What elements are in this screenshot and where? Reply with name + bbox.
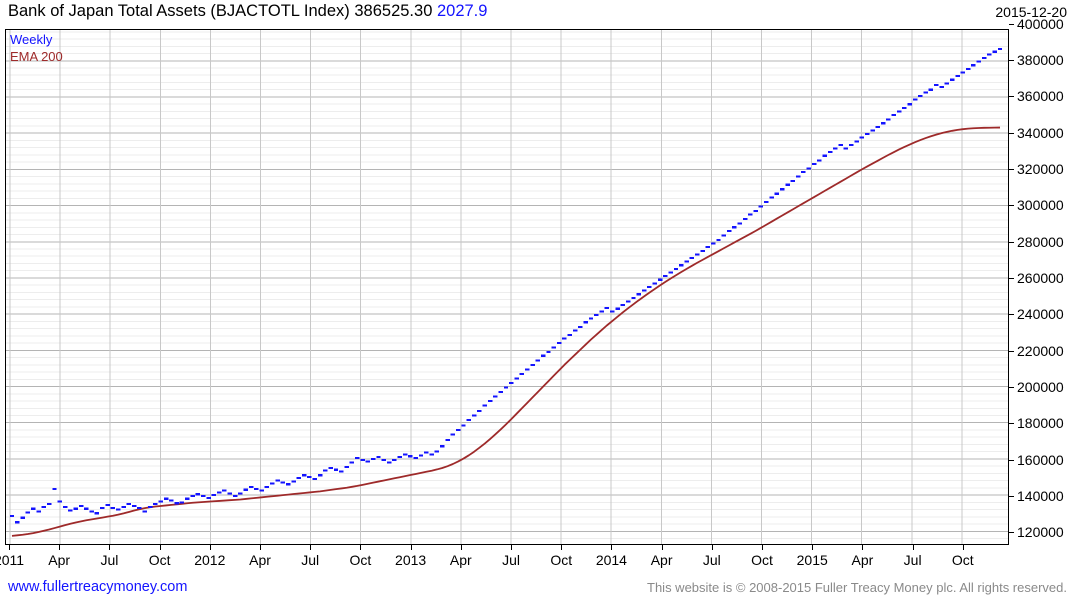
x-axis-tick-mark <box>460 545 462 550</box>
x-axis: 2011 Apr Jul Oct 2012 Apr Jul Oct 2013 Apr Jul Oct 2… <box>0 545 1009 571</box>
x-axis-tick-mark <box>912 545 914 550</box>
y-axis-tick-mark <box>1009 132 1014 134</box>
y-axis-tick-label: 240000 <box>1017 306 1064 323</box>
x-axis-tick-label: Jul <box>702 552 721 568</box>
y-axis-tick-mark <box>1009 96 1014 98</box>
y-axis-tick-label: 400000 <box>1017 15 1064 32</box>
x-axis-tick-label: Apr <box>650 552 673 568</box>
x-axis-tick-mark <box>661 545 663 550</box>
x-axis-tick-mark <box>410 545 412 550</box>
x-axis-tick-mark <box>962 545 964 550</box>
x-axis-tick-mark <box>360 545 362 550</box>
instrument-name: Bank of Japan Total Assets (BJACTOTL Ind… <box>8 2 350 20</box>
x-axis-tick-label: Oct <box>550 552 573 568</box>
x-axis-tick-label: Apr <box>249 552 271 568</box>
y-axis-tick-mark <box>1009 59 1014 61</box>
x-axis-tick-mark <box>711 545 713 550</box>
chart-header: Bank of Japan Total Assets (BJACTOTL Ind… <box>0 0 1075 24</box>
y-axis-tick-label: 160000 <box>1017 451 1064 468</box>
x-axis-tick-mark <box>812 545 814 550</box>
chart-legend: Weekly EMA 200 <box>10 31 63 65</box>
y-axis-tick-label: 300000 <box>1017 197 1064 214</box>
x-axis-tick-mark <box>9 545 11 550</box>
x-axis-tick-mark <box>561 545 563 550</box>
chart-date: 2015-12-20 <box>995 4 1067 20</box>
y-axis: 120000 140000 160000 180000 200000 220000 2400… <box>1009 16 1075 545</box>
y-axis-tick-mark <box>1009 241 1014 243</box>
y-axis-tick-label: 280000 <box>1017 233 1064 250</box>
x-axis-tick-label: 2012 <box>194 552 226 568</box>
y-axis-tick-label: 120000 <box>1017 524 1064 541</box>
x-axis-tick-mark <box>862 545 864 550</box>
y-axis-tick-label: 200000 <box>1017 378 1064 395</box>
copyright-notice: This website is © 2008-2015 Fuller Treac… <box>647 580 1067 595</box>
x-axis-tick-label: Jul <box>502 552 520 568</box>
y-axis-tick-label: 360000 <box>1017 88 1064 105</box>
x-axis-tick-mark <box>260 545 262 550</box>
change-value: 2027.9 <box>436 2 488 20</box>
x-axis-tick-mark <box>59 545 61 550</box>
y-axis-tick-label: 260000 <box>1017 269 1064 286</box>
x-axis-tick-mark <box>762 545 764 550</box>
y-axis-tick-mark <box>1009 386 1014 388</box>
x-axis-tick-label: Oct <box>951 552 974 568</box>
x-axis-tick-label: 2011 <box>0 552 25 568</box>
y-axis-tick-label: 340000 <box>1017 124 1064 141</box>
x-axis-tick-label: Oct <box>148 552 171 568</box>
y-axis-tick-mark <box>1009 23 1014 25</box>
y-axis-tick-mark <box>1009 459 1014 461</box>
legend-item-ema200[interactable]: EMA 200 <box>10 49 63 64</box>
x-axis-tick-label: 2015 <box>796 552 828 568</box>
x-axis-tick-mark <box>511 545 513 550</box>
x-axis-tick-mark <box>310 545 312 550</box>
x-axis-tick-label: Apr <box>851 552 874 568</box>
last-value: 386525.30 <box>354 2 433 20</box>
x-axis-tick-label: Apr <box>449 552 472 568</box>
y-axis-tick-label: 320000 <box>1017 160 1064 177</box>
y-axis-tick-label: 140000 <box>1017 487 1064 504</box>
x-axis-tick-label: 2013 <box>395 552 427 568</box>
x-axis-tick-mark <box>109 545 111 550</box>
y-axis-tick-mark <box>1009 205 1014 207</box>
y-axis-tick-label: 220000 <box>1017 342 1064 359</box>
x-axis-tick-mark <box>209 545 211 550</box>
x-axis-tick-mark <box>611 545 613 550</box>
y-axis-tick-mark <box>1009 423 1014 425</box>
page-title: Bank of Japan Total Assets (BJACTOTL Ind… <box>8 2 487 21</box>
legend-item-weekly[interactable]: Weekly <box>10 32 53 47</box>
y-axis-tick-mark <box>1009 350 1014 352</box>
y-axis-tick-mark <box>1009 532 1014 534</box>
x-axis-tick-label: 2014 <box>595 552 627 568</box>
site-url-link[interactable]: www.fullertreacymoney.com <box>8 579 188 595</box>
y-axis-tick-mark <box>1009 277 1014 279</box>
y-axis-tick-label: 180000 <box>1017 415 1064 432</box>
x-axis-tick-label: Apr <box>48 552 71 568</box>
chart-plot-area[interactable] <box>5 29 1009 545</box>
x-axis-tick-mark <box>159 545 161 550</box>
chart-footer: www.fullertreacymoney.com This website i… <box>0 576 1075 600</box>
y-axis-tick-mark <box>1009 168 1014 170</box>
x-axis-tick-label: Jul <box>301 552 320 568</box>
chart-data-series <box>9 47 1003 537</box>
x-axis-tick-label: Oct <box>751 552 773 568</box>
x-axis-tick-label: Oct <box>349 552 372 568</box>
x-axis-tick-label: Jul <box>903 552 922 568</box>
x-axis-tick-label: Jul <box>100 552 119 568</box>
y-axis-tick-label: 380000 <box>1017 51 1064 68</box>
y-axis-tick-mark <box>1009 314 1014 316</box>
y-axis-tick-mark <box>1009 495 1014 497</box>
